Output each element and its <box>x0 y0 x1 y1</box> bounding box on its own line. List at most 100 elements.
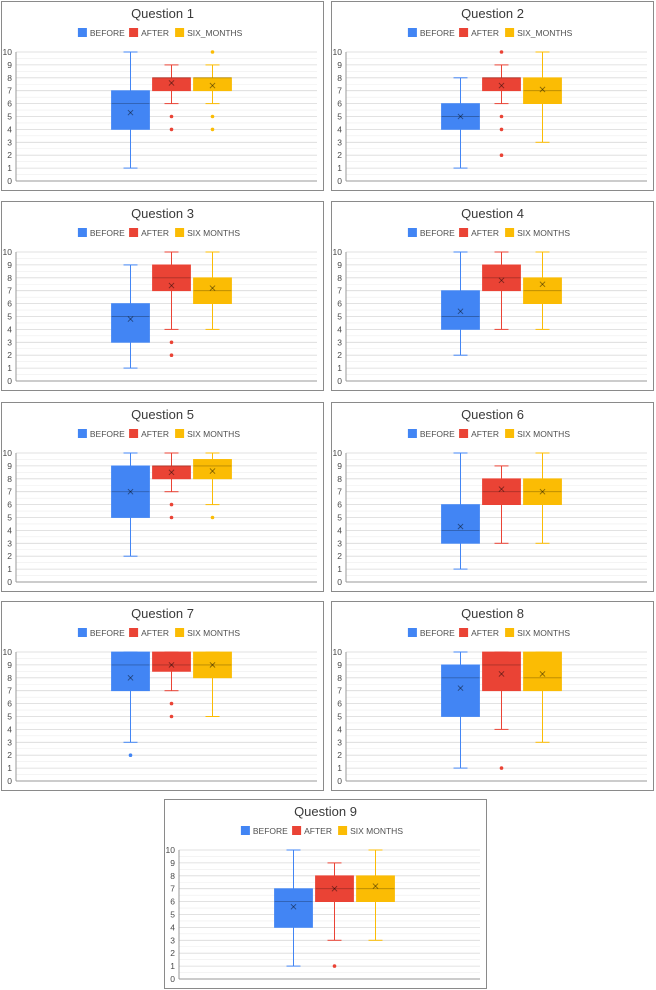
y-tick-label: 0 <box>7 176 12 186</box>
chart-svg: Question 7 BEFORE AFTER SIX MONTHS 0 1 2 3 4 5 6 7 8… <box>3 606 317 786</box>
mean-stroke <box>498 486 505 493</box>
outlier-before <box>128 753 133 757</box>
y-tick-label: 8 <box>337 73 342 83</box>
y-tick-label: 1 <box>337 163 342 173</box>
legend-swatch-after <box>459 228 469 237</box>
mean-stroke <box>209 468 216 474</box>
mean-stroke <box>209 661 216 668</box>
legend-swatch-before <box>407 228 417 237</box>
outlier-after <box>332 964 337 968</box>
mean-stroke <box>457 308 464 315</box>
mean-marker-after <box>498 82 505 89</box>
chart-title: Question 6 <box>461 407 524 422</box>
box-before <box>441 290 480 330</box>
mean-stroke <box>209 661 216 668</box>
y-tick-label: 6 <box>337 500 342 510</box>
mean-stroke <box>209 285 216 292</box>
mean-stroke <box>209 468 216 474</box>
legend-label-after: AFTER <box>471 228 499 238</box>
y-tick-label: 0 <box>337 577 342 587</box>
mean-stroke <box>457 523 464 530</box>
mean-stroke <box>539 281 546 288</box>
y-tick-label: 5 <box>337 513 342 523</box>
legend-label-six-months: SIX MONTHS <box>350 826 403 836</box>
y-tick-label: 0 <box>7 376 12 386</box>
y-tick-label: 5 <box>7 712 12 722</box>
legend-swatch-six-months <box>175 429 185 438</box>
legend-swatch-after <box>459 628 469 637</box>
outlier-after <box>169 714 174 719</box>
mean-stroke <box>127 488 134 495</box>
y-tick-label: 7 <box>7 286 12 296</box>
chart-title: Question 1 <box>131 6 194 21</box>
outlier-after <box>169 701 174 706</box>
y-tick-label: 9 <box>7 660 12 670</box>
mean-marker-six-months <box>539 86 546 93</box>
legend-label-after: AFTER <box>471 628 499 638</box>
y-tick-label: 1 <box>7 363 12 373</box>
mean-marker-before <box>457 113 464 120</box>
y-tick-label: 1 <box>170 961 175 971</box>
y-tick-label: 10 <box>3 247 13 257</box>
y-tick-label: 7 <box>337 286 342 296</box>
box-after <box>482 651 521 692</box>
y-tick-label: 6 <box>7 500 12 510</box>
mean-marker-six-months <box>539 671 546 677</box>
y-tick-label: 10 <box>333 247 343 257</box>
box-after <box>152 465 191 480</box>
mean-stroke <box>168 661 175 668</box>
mean-stroke <box>539 281 546 288</box>
legend-swatch-before <box>77 429 87 438</box>
y-tick-label: 4 <box>7 324 12 334</box>
y-tick-label: 10 <box>3 647 13 657</box>
outlier-after <box>169 340 174 345</box>
y-tick-label: 1 <box>7 163 12 173</box>
y-tick-label: 1 <box>337 564 342 574</box>
legend-swatch-before <box>240 826 250 835</box>
chart-svg: Question 3 BEFORE AFTER SIX MONTHS 0 1 2 3 4 5 6 7 8… <box>3 206 317 386</box>
y-tick-label: 6 <box>7 299 12 309</box>
legend-label-before: BEFORE <box>420 628 455 638</box>
y-tick-label: 0 <box>337 776 342 786</box>
y-tick-label: 7 <box>7 86 12 96</box>
legend-label-six-months: SIX MONTHS <box>517 228 570 238</box>
outlier-after <box>169 515 174 520</box>
mean-marker-six-months <box>209 468 216 474</box>
mean-stroke <box>209 285 216 292</box>
legend-swatch-six-months <box>505 429 515 438</box>
mean-stroke <box>457 523 464 530</box>
mean-marker-after <box>498 277 505 284</box>
box-six-months <box>193 651 232 679</box>
y-tick-label: 3 <box>337 737 342 747</box>
y-tick-label: 8 <box>7 273 12 283</box>
y-tick-label: 3 <box>337 137 342 147</box>
y-tick-label: 4 <box>337 525 342 535</box>
mean-marker-before <box>127 488 134 495</box>
legend-label-before: BEFORE <box>90 429 125 439</box>
legend-label-before: BEFORE <box>253 826 288 836</box>
mean-stroke <box>539 488 546 495</box>
y-tick-label: 6 <box>337 99 342 109</box>
box-before <box>441 103 480 130</box>
y-tick-label: 2 <box>7 350 12 360</box>
mean-stroke <box>168 661 175 668</box>
mean-marker-six-months <box>209 285 216 292</box>
legend-swatch-after <box>129 228 139 237</box>
legend-label-after: AFTER <box>141 429 169 439</box>
mean-stroke <box>539 671 546 677</box>
y-tick-label: 9 <box>7 60 12 70</box>
y-tick-label: 7 <box>170 884 175 894</box>
legend-label-after: AFTER <box>141 28 169 38</box>
y-tick-label: 4 <box>170 922 175 932</box>
mean-stroke <box>127 316 134 322</box>
legend-swatch-after <box>129 429 139 438</box>
chart-title: Question 4 <box>461 206 524 221</box>
mean-stroke <box>539 86 546 93</box>
legend-swatch-before <box>77 628 87 637</box>
chart-svg: Question 6 BEFORE AFTER SIX MONTHS 0 1 2 3 4 5 6 7 8… <box>333 407 647 587</box>
y-tick-label: 9 <box>337 60 342 70</box>
y-tick-label: 4 <box>7 724 12 734</box>
chart-panel-4: Question 4 BEFORE AFTER SIX MONTHS 0 1 2 3 4 5 6 7 8… <box>331 201 654 391</box>
outlier-six-months <box>210 515 215 520</box>
y-tick-label: 0 <box>170 974 175 984</box>
